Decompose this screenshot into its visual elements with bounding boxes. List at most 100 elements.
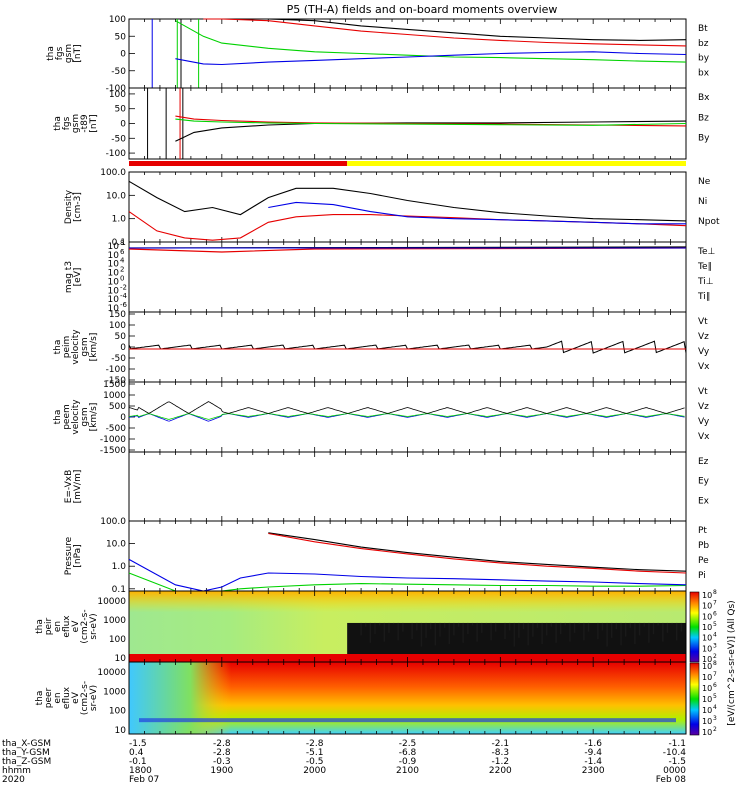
ylabel-text: en (53, 621, 63, 632)
ylabel-text: peim (62, 336, 72, 359)
legend-fgs-bx: bx (698, 68, 710, 78)
ylabel-peer: tha peer en eflux eV (cm2-s-sr-eV) (35, 681, 99, 715)
colorbar-tick-base: 10 (702, 728, 712, 737)
y-tick-label: -50 (111, 67, 126, 77)
y-tick-label: 10 (108, 251, 120, 261)
ephem-value: 1800 (129, 766, 152, 776)
ylabel-text: eV (71, 691, 81, 704)
ephem-value: -2.8 (213, 739, 231, 749)
y-tick-label: -50 (111, 134, 126, 144)
peim-vt (128, 340, 687, 354)
y-tick-label: 100 (109, 635, 126, 645)
panel-frame-peim (128, 311, 687, 383)
panel-frame-pressure (128, 520, 687, 592)
ylabel-text: [nT] (73, 44, 83, 62)
ephem-value: 2200 (489, 766, 512, 776)
colorbar-tick-exp: 4 (713, 704, 717, 711)
y-tick-label: -1500 (100, 446, 126, 456)
legend-pressure-Pe: Pe (698, 556, 709, 566)
colorbar-tick-base: 10 (702, 662, 712, 671)
y-tick-label: 0.1 (112, 238, 126, 248)
ephem-value: -0.9 (399, 757, 417, 767)
plot-title: P5 (TH-A) fields and on-board moments ov… (287, 3, 558, 16)
legend-peim-Vy: Vy (698, 347, 710, 357)
ylabel-text: [cm-3] (73, 192, 83, 222)
legend-peem-Vy: Vy (698, 417, 710, 427)
y-tick-label: 1.0 (112, 562, 127, 572)
ylabel-text: en (53, 692, 63, 703)
y-tick-exponent: -4 (120, 292, 128, 300)
ylabel-text: Density (64, 189, 74, 224)
series-pressure-Pt (268, 532, 687, 572)
y-tick-exponent: 8 (120, 239, 124, 247)
colorbar-tick-exp: 7 (713, 671, 717, 678)
ephem-value: -0.1 (129, 757, 147, 767)
colorbar-tick-exp: 8 (713, 589, 717, 596)
y-tick-label: 0 (120, 343, 126, 353)
y-tick-label: 10 (115, 726, 127, 736)
series-fgs-bx (175, 51, 687, 66)
ephem-value: -9.4 (584, 748, 602, 758)
ylabel-peim: tha peim velocity gsm [km/s] (53, 329, 99, 365)
y-tick-label: 10 (108, 269, 120, 279)
ylabel-fgs: tha fgs gsm [nT] (46, 44, 83, 63)
ephem-value: 2000 (303, 766, 326, 776)
colorbar-tick-base: 10 (702, 655, 712, 664)
series-pressure-Pb (268, 532, 687, 574)
ephem-value: -2.8 (213, 748, 231, 758)
colorbar-tick-exp: 2 (713, 726, 717, 733)
ephem-value: 2300 (582, 766, 605, 776)
colorbar-tick-base: 10 (702, 591, 712, 600)
ephem-row-label: tha_Y-GSM (2, 748, 50, 758)
panel-frame-efield (128, 451, 687, 522)
ylabel-text: tha (46, 46, 56, 61)
series-density-Npot (268, 201, 686, 225)
ylabel-efield: E=-VxB [mV/m] (64, 470, 83, 504)
legend-efield-Ez: Ez (698, 457, 709, 467)
ephem-value: -0.3 (213, 757, 231, 767)
colorbar-tick-base: 10 (702, 695, 712, 704)
legend-pressure-Pt: Pt (698, 526, 707, 536)
colorbar-tick-base: 10 (702, 717, 712, 726)
colorbar-tick-base: 10 (702, 706, 712, 715)
ylabel-text: peir (44, 617, 54, 635)
ephem-value: -1.1 (668, 739, 686, 749)
colorbar-label: [eV/(cm^2-s-sr-eV)] (All Qs) (727, 600, 737, 725)
y-tick-label: 500 (109, 402, 126, 412)
ylabel-text: (cm2-s- (80, 609, 90, 643)
legend-fgs-bz: bz (698, 39, 709, 49)
ylabel-text: sr-eV) (89, 613, 99, 639)
ylabel-peem: tha peem velocity gsm [km/s] (53, 399, 99, 435)
ylabel-text: -t89 (80, 114, 90, 133)
colorbar-tick-base: 10 (702, 644, 712, 653)
colorbar-tick-base: 10 (702, 612, 712, 621)
ephem-value: -2.1 (492, 739, 510, 749)
y-tick-label: 1000 (103, 616, 126, 626)
legend-peim-Vx: Vx (698, 362, 710, 372)
y-tick-label: -100 (106, 149, 127, 159)
peir-high-energy (129, 591, 686, 613)
ylabel-density: Density [cm-3] (64, 189, 83, 224)
ylabel-text: peer (44, 687, 54, 708)
y-tick-exponent: 0 (120, 274, 124, 282)
colorbar-tick-exp: 2 (713, 653, 717, 660)
peer-blue-band (139, 718, 676, 723)
ephem-value: -1.2 (492, 757, 510, 767)
colorbar-tick-exp: 5 (713, 693, 717, 700)
y-tick-label: 10 (108, 242, 120, 252)
ylabel-text: eflux (62, 686, 72, 709)
legend-density-Ne: Ne (698, 177, 711, 187)
ylabel-text: [km/s] (89, 333, 99, 362)
y-tick-label: 50 (115, 105, 127, 115)
series-pressure-Pi (128, 558, 687, 592)
ephem-value: Feb 08 (656, 775, 687, 785)
legend-fgs_model-Bz: Bz (698, 113, 709, 123)
legend-efield-Ex: Ex (698, 496, 710, 506)
legend-peim-Vz: Vz (698, 332, 709, 342)
ephem-value: -2.5 (399, 739, 417, 749)
y-tick-label: 10 (108, 304, 120, 314)
series-fgs-bz (203, 18, 687, 47)
ylabel-text: eV (71, 620, 81, 633)
ylabel-text: mag t3 (64, 261, 74, 293)
peer-left-region (129, 662, 232, 734)
